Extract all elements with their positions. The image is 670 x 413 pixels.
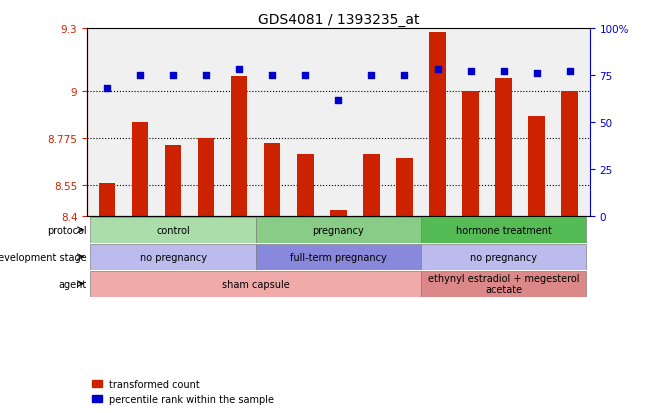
Text: agent: agent (58, 279, 86, 289)
Text: hormone treatment: hormone treatment (456, 225, 551, 235)
FancyBboxPatch shape (90, 244, 256, 270)
FancyBboxPatch shape (421, 217, 586, 243)
Bar (495, 79, 512, 217)
Point (135, 73, 145, 79)
Point (564, 69, 575, 76)
Point (498, 69, 509, 76)
FancyBboxPatch shape (421, 271, 586, 297)
Bar (297, 154, 314, 217)
FancyBboxPatch shape (90, 217, 256, 243)
Text: sham capsule: sham capsule (222, 279, 289, 289)
Bar (198, 138, 214, 217)
Bar (561, 92, 578, 217)
Point (531, 71, 542, 77)
Point (201, 73, 212, 79)
FancyBboxPatch shape (256, 244, 421, 270)
Text: ethynyl estradiol + megesterol
acetate: ethynyl estradiol + megesterol acetate (428, 273, 580, 295)
Bar (132, 123, 148, 217)
Point (333, 97, 344, 104)
FancyBboxPatch shape (90, 271, 421, 297)
Bar (363, 154, 380, 217)
Point (399, 73, 410, 79)
Point (234, 67, 245, 74)
Point (102, 86, 113, 93)
Point (432, 67, 443, 74)
Bar (396, 158, 413, 217)
Text: development stage: development stage (0, 252, 86, 262)
Text: no pregnancy: no pregnancy (470, 252, 537, 262)
Point (300, 73, 311, 79)
FancyBboxPatch shape (421, 244, 586, 270)
Bar (330, 211, 346, 217)
Point (267, 73, 277, 79)
Text: pregnancy: pregnancy (312, 225, 364, 235)
Point (465, 69, 476, 76)
Bar (165, 146, 182, 217)
Bar (529, 116, 545, 217)
Bar (231, 77, 247, 217)
Text: full-term pregnancy: full-term pregnancy (290, 252, 387, 262)
Bar (264, 144, 281, 217)
Title: GDS4081 / 1393235_at: GDS4081 / 1393235_at (257, 12, 419, 26)
Bar (462, 92, 479, 217)
FancyBboxPatch shape (256, 217, 421, 243)
Bar (429, 33, 446, 217)
Text: control: control (156, 225, 190, 235)
Text: no pregnancy: no pregnancy (139, 252, 206, 262)
Point (366, 73, 377, 79)
Text: protocol: protocol (47, 225, 86, 235)
Bar (98, 183, 115, 217)
Point (168, 73, 178, 79)
Legend: transformed count, percentile rank within the sample: transformed count, percentile rank withi… (92, 379, 275, 404)
